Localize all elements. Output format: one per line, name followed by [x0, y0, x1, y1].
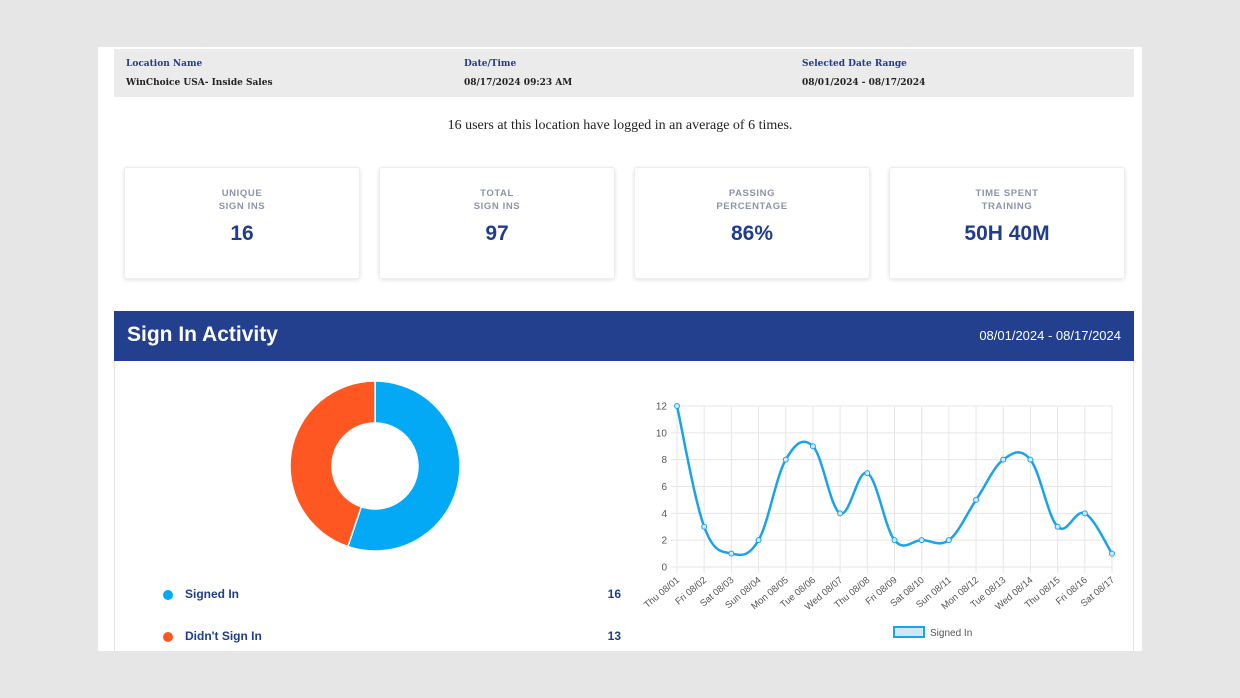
- data-point: [891, 537, 898, 544]
- data-point: [1054, 523, 1061, 530]
- signed-in-color-dot: [163, 590, 173, 600]
- legend-swatch: [893, 626, 925, 638]
- data-point: [1109, 550, 1115, 557]
- datetime-value: 08/17/2024 09:23 AM: [464, 78, 573, 88]
- data-point: [782, 456, 789, 463]
- report-info-bar: Location Name WinChoice USA- Inside Sale…: [114, 49, 1134, 97]
- data-point: [837, 510, 844, 517]
- location-value: WinChoice USA- Inside Sales: [126, 78, 273, 88]
- data-point: [918, 537, 925, 544]
- data-point: [973, 496, 980, 503]
- legend-label: Didn't Sign In: [185, 629, 262, 643]
- legend-label: Signed In: [185, 587, 239, 601]
- data-point: [701, 523, 708, 530]
- data-point: [755, 537, 762, 544]
- donut-slice-signed-in: [346, 380, 461, 552]
- data-point: [864, 470, 871, 477]
- x-tick-label: Thu 08/01: [642, 575, 682, 611]
- legend-series-name: Signed In: [930, 628, 972, 639]
- location-label: Location Name: [126, 59, 203, 69]
- report-page: Location Name WinChoice USA- Inside Sale…: [98, 47, 1142, 651]
- stat-card-passing-percentage: PASSING PERCENTAGE 86%: [634, 167, 870, 279]
- date-range-info: Selected Date Range 08/01/2024 - 08/17/2…: [802, 59, 925, 88]
- stat-value: 50H 40M: [964, 222, 1050, 245]
- stat-value: 97: [485, 222, 509, 245]
- sign-in-donut-chart: [289, 380, 461, 552]
- legend-value: 16: [607, 587, 621, 601]
- panel-date-range: 08/01/2024 - 08/17/2024: [979, 328, 1121, 343]
- y-tick-label: 10: [656, 428, 668, 439]
- data-point: [809, 443, 816, 450]
- data-point: [728, 550, 735, 557]
- location-info: Location Name WinChoice USA- Inside Sale…: [126, 59, 273, 88]
- stat-card-unique-sign-ins: UNIQUE SIGN INS 16: [124, 167, 360, 279]
- panel-title: Sign In Activity: [127, 323, 278, 346]
- date-range-value: 08/01/2024 - 08/17/2024: [802, 78, 926, 88]
- y-tick-label: 8: [661, 455, 667, 466]
- stat-value: 16: [230, 222, 254, 245]
- y-tick-label: 12: [656, 402, 668, 413]
- y-tick-label: 4: [661, 509, 667, 520]
- stat-label: TOTAL SIGN INS: [473, 188, 521, 212]
- data-point: [1081, 510, 1088, 517]
- stat-card-total-sign-ins: TOTAL SIGN INS 97: [379, 167, 615, 279]
- data-point: [1000, 456, 1007, 463]
- didnt-sign-in-color-dot: [163, 632, 173, 642]
- sign-in-activity-body: Signed In 16 Didn't Sign In 13 0 2 4 6 8 10 12…: [114, 361, 1134, 651]
- date-range-label: Selected Date Range: [802, 59, 907, 69]
- donut-slice-didn-t-sign-in: [289, 380, 376, 548]
- stat-card-time-spent-training: TIME SPENT TRAINING 50H 40M: [889, 167, 1125, 279]
- datetime-label: Date/Time: [464, 59, 517, 69]
- datetime-info: Date/Time 08/17/2024 09:23 AM: [464, 59, 572, 88]
- legend-signed-in: Signed In 16: [163, 585, 621, 605]
- stat-label: UNIQUE SIGN INS: [218, 188, 266, 212]
- signed-in-series-line: [675, 405, 1114, 557]
- stat-value: 86%: [730, 222, 774, 245]
- y-tick-label: 2: [661, 536, 667, 547]
- y-tick-label: 0: [661, 563, 667, 574]
- legend-didnt-sign-in: Didn't Sign In 13: [163, 627, 621, 647]
- data-point: [674, 403, 680, 409]
- login-summary-text: 16 users at this location have logged in…: [447, 118, 793, 133]
- sign-in-activity-header: Sign In Activity 08/01/2024 - 08/17/2024: [114, 311, 1134, 361]
- data-point: [1027, 456, 1034, 463]
- stat-label: PASSING PERCENTAGE: [716, 188, 788, 212]
- y-tick-label: 6: [661, 482, 667, 493]
- legend-value: 13: [607, 629, 621, 643]
- data-point: [945, 537, 952, 544]
- stat-label: TIME SPENT TRAINING: [975, 188, 1039, 212]
